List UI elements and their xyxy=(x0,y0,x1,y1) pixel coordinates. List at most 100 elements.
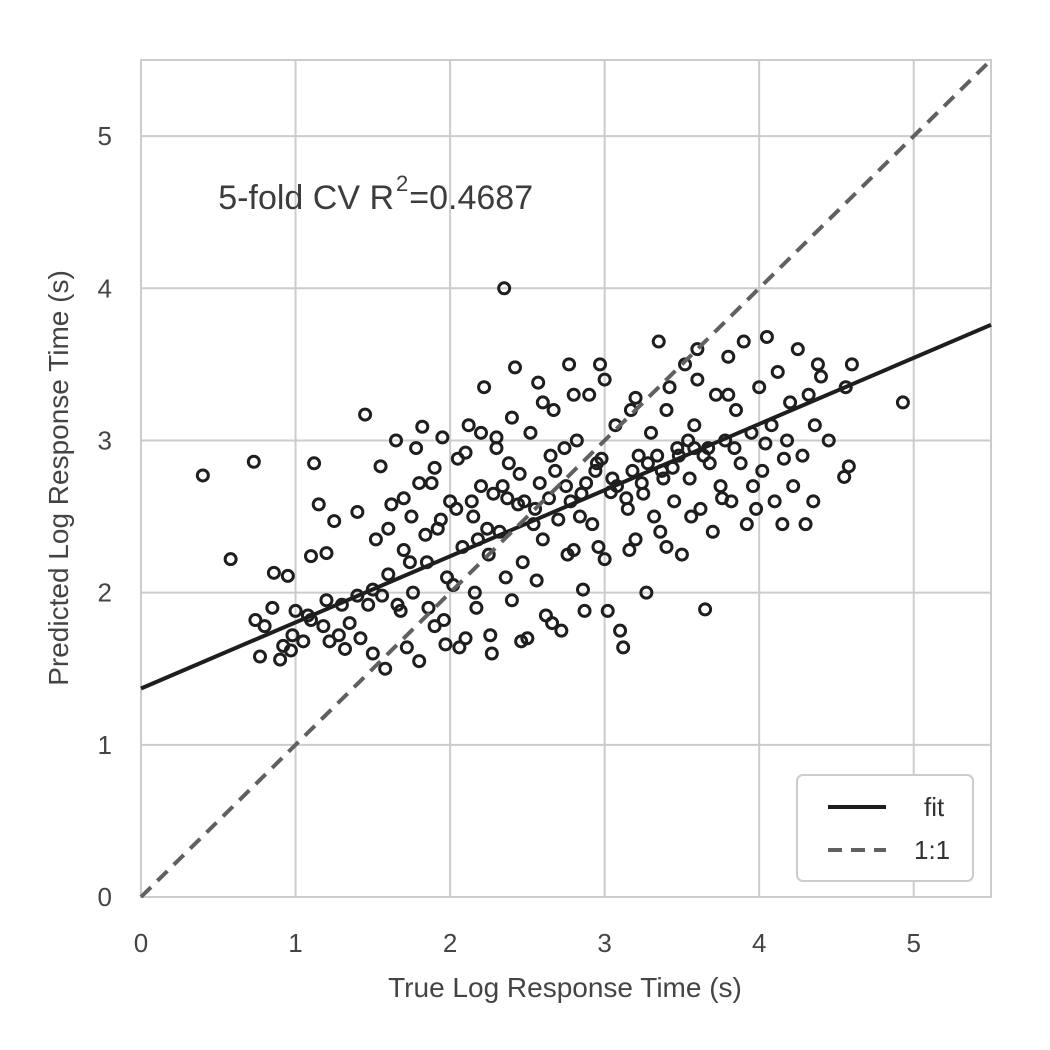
data-point xyxy=(361,597,376,612)
y-tick-label: 3 xyxy=(98,425,112,455)
data-point xyxy=(684,509,699,524)
data-point xyxy=(616,640,631,655)
data-point xyxy=(543,448,558,463)
data-point xyxy=(384,497,399,512)
data-point xyxy=(767,494,782,509)
data-point xyxy=(223,552,238,567)
data-point xyxy=(486,486,501,501)
data-point xyxy=(795,448,810,463)
data-point xyxy=(597,372,612,387)
data-point xyxy=(406,585,420,600)
data-point xyxy=(523,425,538,440)
data-point xyxy=(512,466,527,481)
data-point xyxy=(331,628,346,643)
data-point xyxy=(531,375,546,390)
data-point xyxy=(613,623,628,638)
data-point xyxy=(759,329,774,344)
data-point xyxy=(690,342,705,357)
data-point xyxy=(682,471,697,486)
data-point xyxy=(721,349,736,364)
data-point xyxy=(280,568,295,583)
x-tick-labels: 0 1 2 3 4 5 xyxy=(134,928,921,958)
data-point xyxy=(404,509,419,524)
data-point xyxy=(542,491,556,506)
data-point xyxy=(727,441,742,456)
data-point xyxy=(304,549,318,564)
data-point xyxy=(288,603,303,618)
data-point xyxy=(696,448,711,463)
y-tick-labels: 0 1 2 3 4 5 xyxy=(98,121,112,912)
data-point xyxy=(656,471,671,486)
y-tick-label: 0 xyxy=(98,882,112,912)
data-point xyxy=(783,395,798,410)
data-point xyxy=(667,494,682,509)
data-point xyxy=(577,603,592,618)
data-point xyxy=(659,539,674,554)
data-point xyxy=(687,418,702,433)
data-point xyxy=(514,634,529,649)
data-point xyxy=(572,509,587,524)
data-point xyxy=(418,527,433,542)
data-point xyxy=(412,654,427,669)
data-point xyxy=(548,463,563,478)
data-point xyxy=(296,634,311,649)
data-point xyxy=(755,463,770,478)
data-point xyxy=(389,433,403,448)
data-point xyxy=(579,476,594,491)
data-point xyxy=(708,387,723,402)
x-tick-label: 4 xyxy=(752,928,766,958)
data-point xyxy=(585,517,600,532)
data-point xyxy=(375,588,390,603)
data-point xyxy=(373,459,388,474)
data-point xyxy=(776,451,791,466)
y-tick-label: 1 xyxy=(98,730,112,760)
data-point xyxy=(464,494,479,509)
data-point xyxy=(489,430,504,445)
data-point xyxy=(844,357,859,372)
data-point xyxy=(729,403,743,418)
data-point xyxy=(501,456,516,471)
annotation-prefix: 5-fold CV R xyxy=(218,179,394,217)
data-point xyxy=(545,616,560,631)
data-point xyxy=(311,497,326,512)
data-point xyxy=(594,451,609,466)
data-point xyxy=(253,649,267,664)
legend-one-to-one-label: 1:1 xyxy=(914,835,950,865)
data-point xyxy=(353,631,368,646)
data-point xyxy=(402,555,417,570)
data-point xyxy=(435,430,450,445)
data-point xyxy=(593,357,607,372)
data-point xyxy=(651,334,666,349)
data-point xyxy=(551,512,566,527)
data-point xyxy=(705,524,720,539)
data-point xyxy=(650,448,665,463)
data-point xyxy=(582,387,597,402)
data-point xyxy=(498,570,513,585)
data-point xyxy=(591,539,606,554)
x-tick-label: 5 xyxy=(906,928,920,958)
data-point xyxy=(381,521,396,536)
data-point xyxy=(399,640,414,655)
annotation-suffix: =0.4687 xyxy=(409,179,533,217)
data-point xyxy=(378,661,393,676)
data-point xyxy=(480,521,495,536)
data-point xyxy=(508,360,522,375)
data-point xyxy=(681,433,696,448)
data-point xyxy=(674,547,689,562)
reference-lines xyxy=(139,58,993,899)
data-point xyxy=(358,407,373,422)
plot-frame xyxy=(140,59,992,898)
data-point xyxy=(338,641,352,656)
data-point xyxy=(790,342,805,357)
data-point xyxy=(528,501,543,516)
data-point xyxy=(628,532,643,547)
data-point xyxy=(477,380,492,395)
data-point xyxy=(814,369,828,384)
data-point xyxy=(798,517,813,532)
data-point xyxy=(801,387,816,402)
data-point xyxy=(559,479,573,494)
data-point xyxy=(504,410,519,425)
x-tick-label: 1 xyxy=(288,928,302,958)
data-point xyxy=(283,643,298,658)
data-point xyxy=(739,517,754,532)
